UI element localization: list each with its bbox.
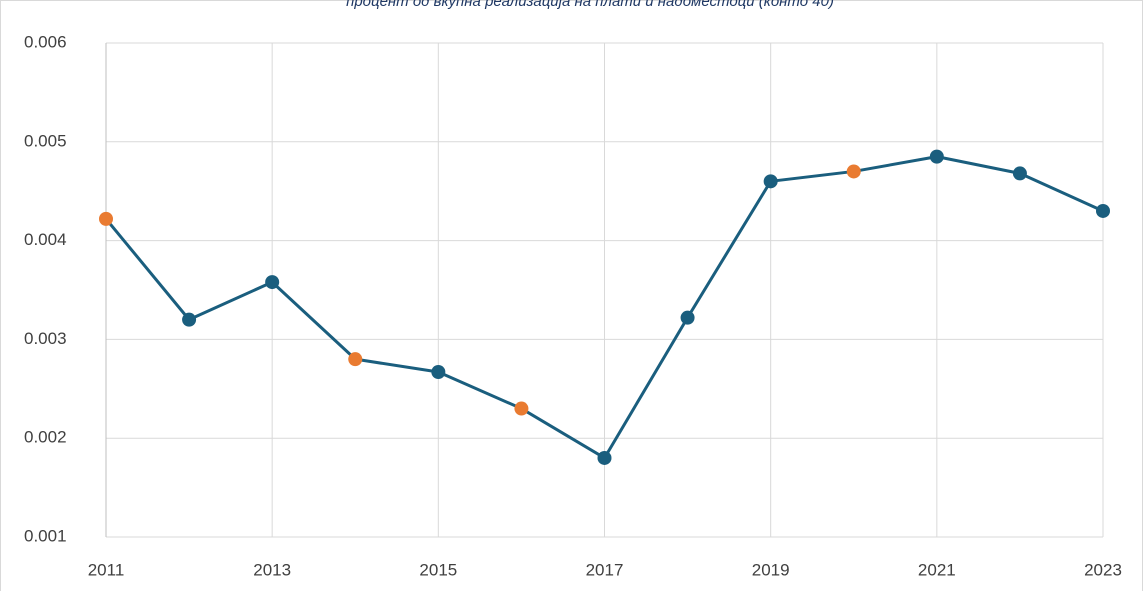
- x-tick-label: 2023: [1084, 560, 1122, 579]
- x-tick-label: 2017: [586, 560, 624, 579]
- data-point: [431, 365, 446, 380]
- x-tick-label: 2013: [253, 560, 291, 579]
- data-point: [182, 312, 197, 327]
- data-point: [846, 164, 861, 179]
- data-point: [514, 401, 529, 416]
- data-point: [1096, 203, 1110, 218]
- y-tick-label: 0.005: [24, 131, 67, 150]
- data-point: [763, 174, 778, 189]
- x-tick-label: 2011: [88, 560, 125, 579]
- data-point: [929, 149, 944, 164]
- data-point: [680, 310, 695, 325]
- chart-title: процент од вкупна реализација на плати и…: [346, 0, 834, 10]
- data-point: [597, 450, 612, 465]
- y-tick-label: 0.003: [24, 329, 67, 348]
- x-tick-label: 2015: [419, 560, 457, 579]
- data-point: [99, 211, 113, 226]
- data-point: [265, 275, 280, 290]
- x-tick-label: 2019: [752, 560, 790, 579]
- y-tick-label: 0.006: [24, 32, 67, 51]
- y-tick-label: 0.002: [24, 428, 67, 447]
- data-point: [1012, 166, 1027, 181]
- y-tick-label: 0.004: [24, 230, 67, 249]
- data-point: [348, 352, 363, 367]
- y-tick-label: 0.001: [24, 526, 67, 545]
- x-tick-label: 2021: [918, 560, 956, 579]
